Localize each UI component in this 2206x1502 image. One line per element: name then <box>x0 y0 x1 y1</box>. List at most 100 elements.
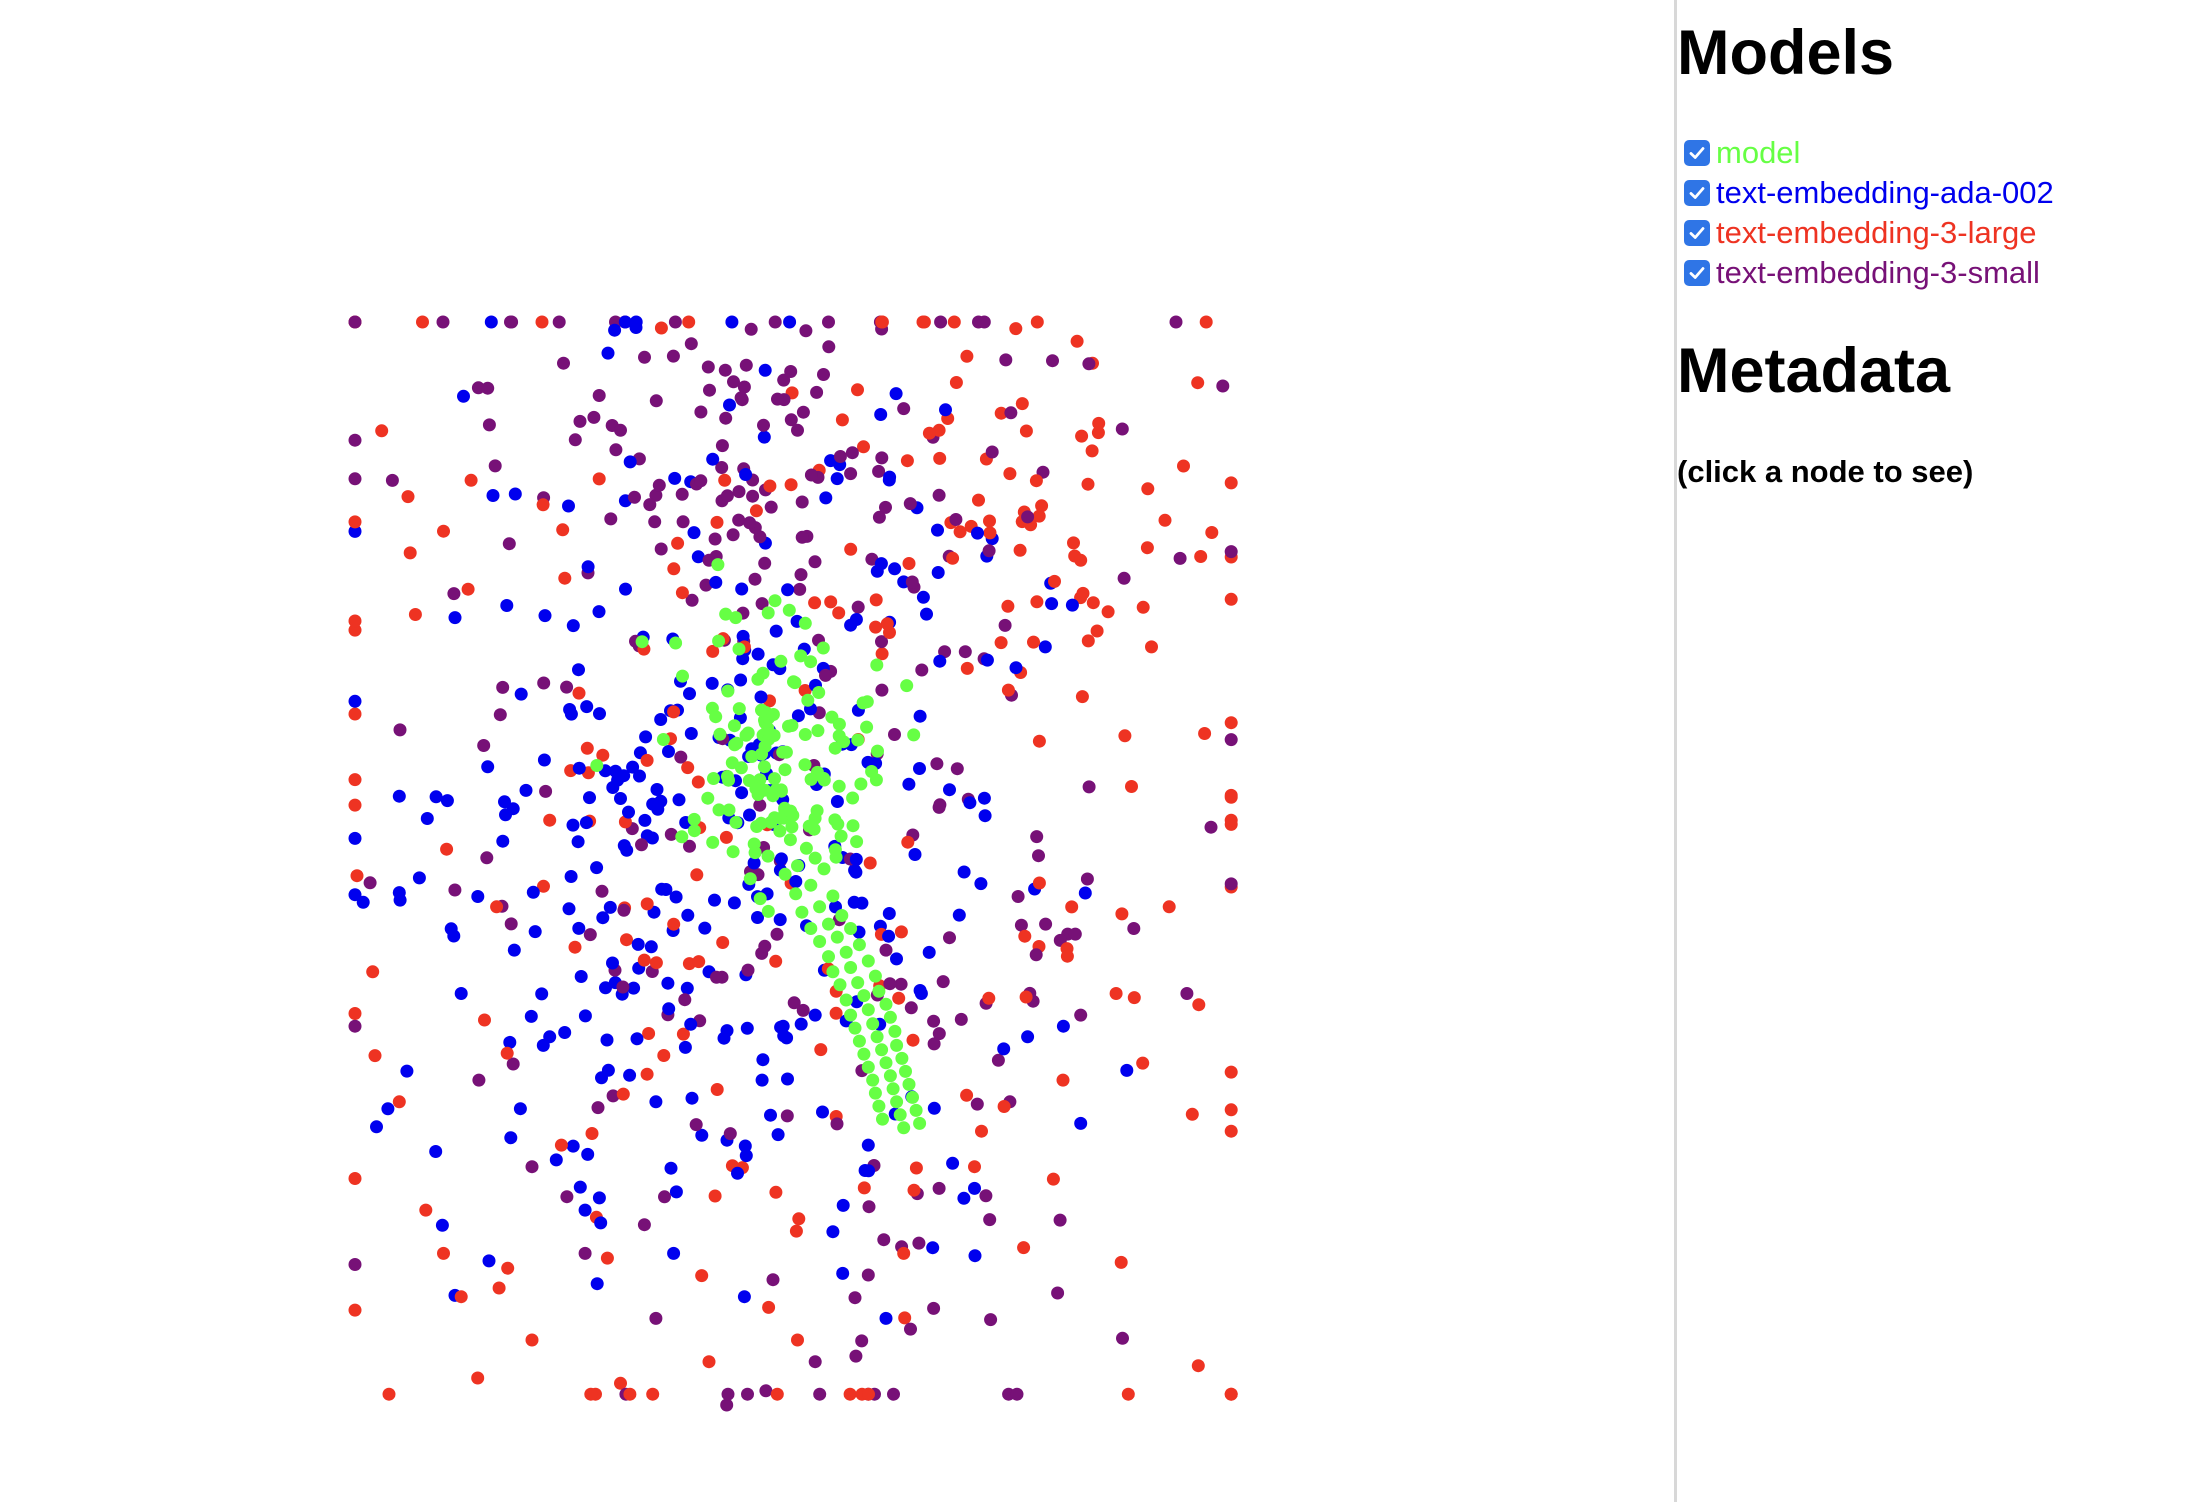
scatter-point-text-embedding-3-small[interactable] <box>488 459 502 473</box>
scatter-point-text-embedding-ada-002[interactable] <box>669 1185 683 1199</box>
scatter-point-text-embedding-ada-002[interactable] <box>504 1131 518 1145</box>
scatter-point-text-embedding-ada-002[interactable] <box>764 1108 777 1122</box>
scatter-point-text-embedding-ada-002[interactable] <box>578 1203 592 1217</box>
scatter-point-model[interactable] <box>791 859 804 873</box>
scatter-point-text-embedding-ada-002[interactable] <box>566 619 580 633</box>
scatter-point-model[interactable] <box>725 756 739 770</box>
scatter-point-text-embedding-3-small[interactable] <box>587 410 601 424</box>
scatter-point-text-embedding-3-large[interactable] <box>692 955 706 969</box>
scatter-point-model[interactable] <box>721 684 735 698</box>
scatter-point-text-embedding-ada-002[interactable] <box>614 792 627 805</box>
scatter-point-model[interactable] <box>886 1082 900 1096</box>
scatter-point-model[interactable] <box>783 833 797 847</box>
scatter-point-text-embedding-3-large[interactable] <box>1032 876 1046 890</box>
scatter-point-text-embedding-ada-002[interactable] <box>507 943 521 957</box>
scatter-point-text-embedding-ada-002[interactable] <box>626 760 640 774</box>
scatter-point-text-embedding-3-small[interactable] <box>683 839 696 853</box>
scatter-point-text-embedding-3-large[interactable] <box>770 1387 784 1401</box>
scatter-point-text-embedding-3-small[interactable] <box>734 391 748 405</box>
scatter-point-model[interactable] <box>761 904 775 918</box>
scatter-point-text-embedding-ada-002[interactable] <box>392 789 406 803</box>
scatter-point-model[interactable] <box>848 1021 862 1035</box>
scatter-point-text-embedding-3-large[interactable] <box>600 1251 614 1265</box>
scatter-point-text-embedding-3-small[interactable] <box>1169 315 1183 329</box>
scatter-point-model[interactable] <box>726 845 740 859</box>
scatter-point-model[interactable] <box>826 965 840 979</box>
scatter-point-text-embedding-ada-002[interactable] <box>751 911 764 924</box>
scatter-point-text-embedding-3-small[interactable] <box>649 488 663 502</box>
scatter-point-text-embedding-ada-002[interactable] <box>681 908 695 922</box>
scatter-point-model[interactable] <box>798 728 812 741</box>
scatter-point-text-embedding-ada-002[interactable] <box>709 575 723 589</box>
scatter-point-text-embedding-3-small[interactable] <box>855 1334 869 1348</box>
scatter-point-model[interactable] <box>766 708 780 721</box>
scatter-point-text-embedding-3-small[interactable] <box>560 680 574 694</box>
scatter-point-model[interactable] <box>778 867 792 881</box>
scatter-point-text-embedding-ada-002[interactable] <box>698 921 712 935</box>
scatter-point-text-embedding-3-large[interactable] <box>894 925 908 939</box>
scatter-point-text-embedding-3-small[interactable] <box>822 340 836 354</box>
scatter-point-model[interactable] <box>828 813 842 827</box>
scatter-point-text-embedding-3-large[interactable] <box>789 1224 803 1238</box>
scatter-point-text-embedding-3-small[interactable] <box>757 418 770 432</box>
scatter-point-text-embedding-3-large[interactable] <box>1030 315 1044 329</box>
scatter-point-model[interactable] <box>879 1056 893 1070</box>
scatter-point-text-embedding-3-large[interactable] <box>640 1067 654 1081</box>
scatter-point-text-embedding-3-small[interactable] <box>1082 357 1096 371</box>
scatter-point-text-embedding-3-small[interactable] <box>848 1291 862 1305</box>
scatter-point-text-embedding-3-small[interactable] <box>628 490 641 504</box>
scatter-point-text-embedding-3-small[interactable] <box>879 500 892 514</box>
scatter-point-text-embedding-ada-002[interactable] <box>1074 1116 1088 1130</box>
scatter-point-text-embedding-3-large[interactable] <box>902 557 916 570</box>
scatter-point-text-embedding-ada-002[interactable] <box>498 795 511 809</box>
scatter-point-text-embedding-3-large[interactable] <box>1027 635 1040 649</box>
scatter-point-text-embedding-ada-002[interactable] <box>622 805 635 819</box>
scatter-point-text-embedding-3-large[interactable] <box>762 1300 776 1314</box>
scatter-point-text-embedding-3-large[interactable] <box>1032 509 1046 523</box>
scatter-point-text-embedding-3-small[interactable] <box>903 497 917 511</box>
scatter-point-text-embedding-ada-002[interactable] <box>601 346 615 360</box>
scatter-point-text-embedding-3-large[interactable] <box>972 493 985 507</box>
scatter-point-text-embedding-3-large[interactable] <box>1191 376 1205 390</box>
scatter-point-text-embedding-3-small[interactable] <box>727 375 740 389</box>
scatter-point-text-embedding-ada-002[interactable] <box>562 499 575 513</box>
scatter-point-text-embedding-3-large[interactable] <box>851 383 864 397</box>
scatter-point-text-embedding-3-small[interactable] <box>887 1387 900 1401</box>
scatter-point-text-embedding-3-small[interactable] <box>904 1322 917 1336</box>
scatter-point-text-embedding-3-large[interactable] <box>1032 734 1046 748</box>
scatter-point-text-embedding-3-small[interactable] <box>883 977 897 991</box>
scatter-point-text-embedding-ada-002[interactable] <box>528 925 542 939</box>
scatter-point-text-embedding-3-small[interactable] <box>998 618 1012 632</box>
scatter-point-text-embedding-3-large[interactable] <box>454 1290 468 1304</box>
scatter-point-text-embedding-3-small[interactable] <box>1117 571 1131 585</box>
scatter-point-text-embedding-ada-002[interactable] <box>914 987 928 1000</box>
scatter-point-text-embedding-ada-002[interactable] <box>706 452 720 466</box>
scatter-point-text-embedding-ada-002[interactable] <box>723 398 736 412</box>
scatter-point-text-embedding-3-small[interactable] <box>861 1268 875 1282</box>
scatter-point-text-embedding-3-small[interactable] <box>1216 379 1230 393</box>
scatter-point-text-embedding-3-large[interactable] <box>392 1095 406 1109</box>
scatter-point-text-embedding-ada-002[interactable] <box>735 582 749 596</box>
scatter-point-text-embedding-3-large[interactable] <box>769 954 783 968</box>
scatter-point-text-embedding-ada-002[interactable] <box>579 816 593 830</box>
scatter-point-text-embedding-3-large[interactable] <box>1224 788 1238 802</box>
scatter-point-text-embedding-3-small[interactable] <box>770 927 784 941</box>
scatter-point-text-embedding-ada-002[interactable] <box>619 582 632 596</box>
scatter-point-text-embedding-3-large[interactable] <box>1090 624 1104 638</box>
scatter-point-model[interactable] <box>798 616 812 630</box>
scatter-point-text-embedding-3-small[interactable] <box>732 513 746 527</box>
scatter-point-text-embedding-3-large[interactable] <box>960 349 974 363</box>
scatter-point-text-embedding-3-small[interactable] <box>1032 849 1045 863</box>
scatter-point-text-embedding-3-large[interactable] <box>994 406 1008 420</box>
scatter-point-model[interactable] <box>895 1051 909 1065</box>
scatter-point-text-embedding-3-small[interactable] <box>949 513 963 526</box>
scatter-point-text-embedding-ada-002[interactable] <box>933 654 947 668</box>
scatter-point-text-embedding-3-large[interactable] <box>403 546 417 560</box>
scatter-point-text-embedding-3-large[interactable] <box>690 868 704 882</box>
scatter-point-model[interactable] <box>730 736 744 750</box>
scatter-point-text-embedding-3-small[interactable] <box>720 489 734 503</box>
scatter-point-text-embedding-ada-002[interactable] <box>593 707 606 721</box>
scatter-point-text-embedding-ada-002[interactable] <box>662 1002 676 1016</box>
scatter-point-text-embedding-3-small[interactable] <box>796 405 810 419</box>
scatter-plot-area[interactable] <box>0 0 1674 1502</box>
